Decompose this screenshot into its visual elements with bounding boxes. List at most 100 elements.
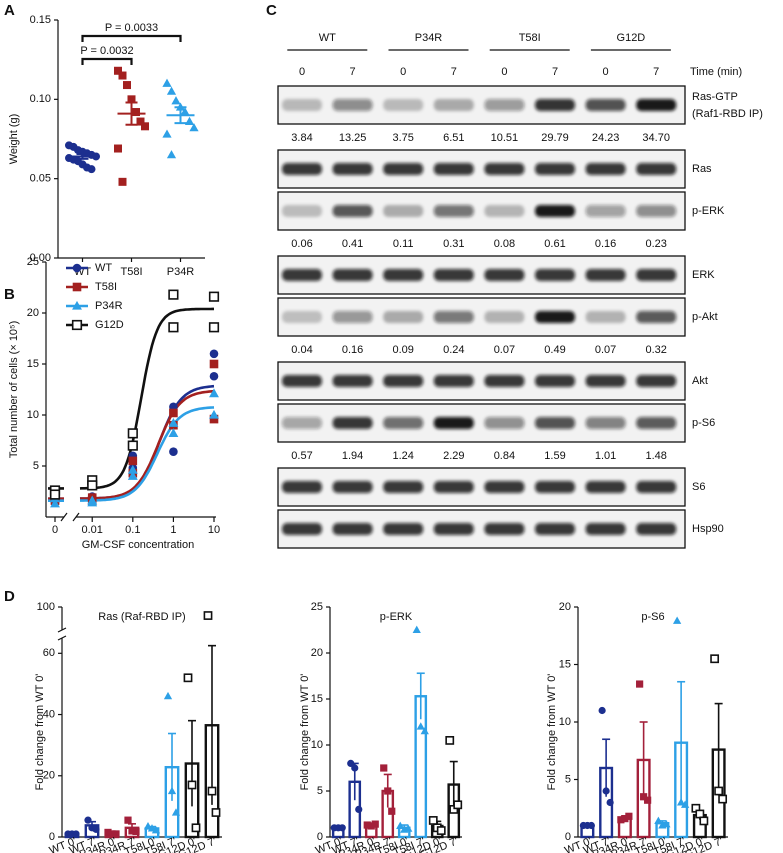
band bbox=[484, 417, 525, 429]
point bbox=[168, 289, 179, 300]
quantification: 0.57 bbox=[291, 450, 312, 462]
point bbox=[672, 616, 682, 624]
point bbox=[169, 447, 178, 457]
point bbox=[606, 798, 614, 807]
quantification: 3.75 bbox=[392, 132, 413, 144]
x-tick-label: P34R bbox=[167, 266, 195, 278]
y-axis-label: Weight (g) bbox=[8, 114, 20, 165]
point bbox=[169, 408, 178, 418]
point bbox=[127, 464, 138, 474]
panel-label: A bbox=[4, 2, 15, 19]
legend-marker bbox=[72, 300, 82, 310]
p-value: P = 0.0032 bbox=[80, 45, 133, 57]
band bbox=[282, 99, 322, 111]
point bbox=[367, 822, 375, 830]
point bbox=[50, 498, 60, 508]
point bbox=[118, 71, 127, 80]
band bbox=[636, 417, 677, 429]
quantification: 0.16 bbox=[595, 238, 616, 250]
band bbox=[535, 523, 575, 535]
quantification: 13.25 bbox=[339, 132, 367, 144]
band bbox=[282, 523, 322, 535]
legend-marker bbox=[72, 263, 82, 273]
quantification: 0.31 bbox=[443, 238, 464, 250]
band bbox=[636, 163, 677, 175]
band bbox=[484, 481, 525, 493]
time-label: 7 bbox=[350, 66, 356, 78]
band bbox=[383, 417, 424, 429]
quantification: 10.51 bbox=[491, 132, 519, 144]
band bbox=[585, 205, 626, 217]
point bbox=[436, 826, 446, 835]
chart-title: p-S6 bbox=[641, 611, 664, 623]
quantification: 0.24 bbox=[443, 344, 464, 356]
y-tick-label: 5 bbox=[33, 460, 39, 472]
quantification: 0.61 bbox=[544, 238, 565, 250]
point bbox=[132, 108, 140, 117]
band bbox=[535, 99, 575, 111]
point bbox=[127, 440, 138, 451]
row-sublabel: (Raf1-RBD IP) bbox=[692, 108, 763, 120]
legend-label: T58I bbox=[95, 281, 117, 293]
quantification: 0.04 bbox=[291, 344, 312, 356]
y-tick-label: 20 bbox=[559, 601, 571, 613]
point bbox=[640, 793, 648, 801]
point bbox=[654, 816, 663, 824]
row-label: p-S6 bbox=[692, 417, 715, 429]
band bbox=[585, 99, 626, 111]
band bbox=[282, 269, 322, 281]
band bbox=[585, 523, 626, 535]
band bbox=[636, 99, 677, 111]
quantification: 6.51 bbox=[443, 132, 464, 144]
quantification: 1.48 bbox=[645, 450, 666, 462]
band bbox=[535, 205, 575, 217]
point bbox=[189, 123, 199, 132]
band bbox=[585, 417, 626, 429]
y-axis-label: Fold change from WT 0' bbox=[546, 674, 558, 791]
band bbox=[535, 269, 575, 281]
y-tick-label: 10 bbox=[559, 716, 571, 728]
significance-bracket bbox=[81, 57, 133, 65]
row-label: p-Akt bbox=[692, 311, 718, 323]
time-label: 0 bbox=[400, 66, 406, 78]
band bbox=[332, 269, 373, 281]
point bbox=[388, 807, 396, 815]
y-tick-label: 0.00 bbox=[30, 252, 51, 264]
point bbox=[171, 96, 181, 105]
point bbox=[412, 625, 421, 634]
point bbox=[118, 177, 127, 186]
y-tick-label: 25 bbox=[27, 256, 39, 268]
band bbox=[282, 417, 322, 429]
significance-bracket bbox=[81, 34, 182, 42]
y-tick-label: 60 bbox=[43, 647, 55, 659]
band bbox=[282, 311, 322, 323]
time-axis-label: Time (min) bbox=[690, 66, 742, 78]
point bbox=[404, 824, 413, 832]
point bbox=[166, 150, 177, 159]
legend-label: WT bbox=[95, 262, 112, 274]
point bbox=[208, 322, 220, 333]
y-tick-label: 0.10 bbox=[30, 93, 51, 105]
point bbox=[718, 794, 728, 804]
band bbox=[433, 523, 474, 535]
y-axis-label: Fold change from WT 0' bbox=[34, 674, 46, 791]
time-label: 0 bbox=[603, 66, 609, 78]
x-tick-label: 1 bbox=[170, 524, 176, 536]
point bbox=[184, 116, 195, 125]
point bbox=[338, 824, 346, 832]
point bbox=[141, 122, 149, 131]
point bbox=[151, 825, 161, 834]
band bbox=[585, 375, 626, 387]
band bbox=[433, 99, 474, 111]
point bbox=[662, 820, 671, 828]
quantification: 34.70 bbox=[642, 132, 670, 144]
band bbox=[433, 481, 474, 493]
quantification: 1.01 bbox=[595, 450, 616, 462]
band bbox=[535, 417, 575, 429]
point bbox=[127, 428, 138, 439]
band bbox=[535, 375, 575, 387]
point bbox=[710, 654, 720, 664]
point bbox=[209, 409, 219, 419]
